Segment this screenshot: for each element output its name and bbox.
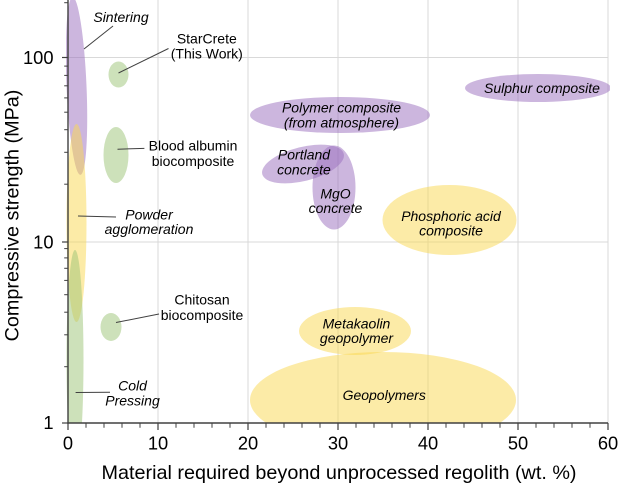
svg-text:60: 60 [598, 433, 618, 454]
svg-text:Powder: Powder [125, 207, 174, 223]
svg-text:10: 10 [148, 433, 168, 454]
svg-text:composite: composite [419, 222, 483, 238]
svg-text:Sulphur composite: Sulphur composite [484, 80, 600, 96]
svg-text:agglomeration: agglomeration [105, 221, 194, 237]
svg-text:(from atmosphere): (from atmosphere) [284, 115, 399, 131]
svg-text:MgO: MgO [320, 186, 350, 202]
svg-text:Cold: Cold [118, 378, 148, 394]
svg-text:(This Work): (This Work) [171, 45, 243, 61]
svg-text:Blood albumin: Blood albumin [149, 138, 238, 154]
svg-text:concrete: concrete [277, 161, 331, 177]
svg-text:Material required beyond unpro: Material required beyond unprocessed reg… [102, 462, 577, 484]
svg-text:concrete: concrete [309, 200, 363, 216]
svg-text:Phosphoric acid: Phosphoric acid [401, 208, 502, 224]
svg-text:20: 20 [238, 433, 258, 454]
svg-text:geopolymer: geopolymer [320, 330, 394, 346]
svg-text:50: 50 [508, 433, 528, 454]
svg-text:biocomposite: biocomposite [161, 307, 244, 323]
svg-text:100: 100 [23, 47, 54, 68]
svg-text:Chitosan: Chitosan [174, 292, 229, 308]
svg-text:Polymer composite: Polymer composite [282, 100, 401, 116]
svg-text:30: 30 [328, 433, 348, 454]
svg-text:10: 10 [33, 232, 53, 253]
svg-text:Metakaolin: Metakaolin [323, 316, 391, 332]
svg-text:Sintering: Sintering [93, 9, 148, 25]
svg-text:1: 1 [43, 412, 53, 433]
svg-text:StarCrete: StarCrete [177, 30, 237, 46]
svg-text:0: 0 [63, 433, 73, 454]
svg-text:Portland: Portland [278, 147, 331, 163]
svg-text:Geopolymers: Geopolymers [343, 387, 426, 403]
svg-text:Compressive strength (MPa): Compressive strength (MPa) [2, 90, 24, 342]
svg-text:biocomposite: biocomposite [152, 153, 235, 169]
svg-text:Pressing: Pressing [105, 393, 160, 409]
svg-text:40: 40 [418, 433, 438, 454]
